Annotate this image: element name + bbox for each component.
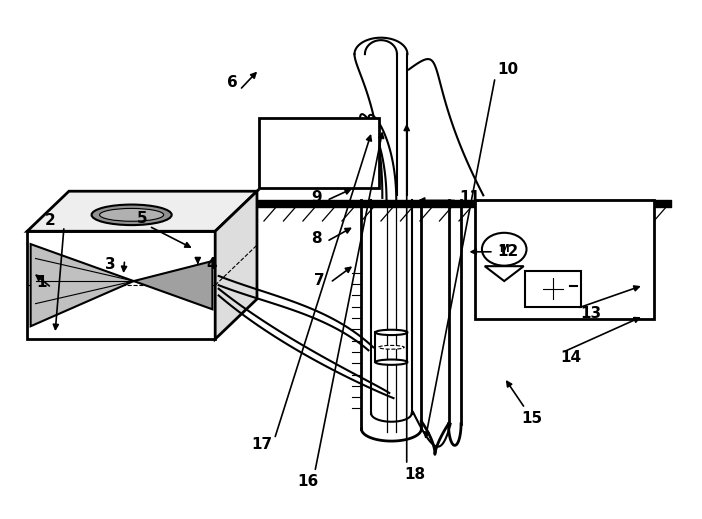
Text: 18: 18 xyxy=(404,467,425,482)
Polygon shape xyxy=(31,244,133,326)
Text: 2: 2 xyxy=(45,213,55,228)
Text: 4: 4 xyxy=(206,257,217,272)
Text: 17: 17 xyxy=(251,437,272,452)
Text: 12: 12 xyxy=(497,244,518,260)
Text: 9: 9 xyxy=(311,190,322,206)
Text: 10: 10 xyxy=(497,62,518,77)
Ellipse shape xyxy=(91,204,172,225)
Polygon shape xyxy=(133,261,213,309)
Text: 8: 8 xyxy=(311,231,322,247)
Text: 3: 3 xyxy=(105,257,116,272)
Polygon shape xyxy=(216,191,257,339)
Text: M: M xyxy=(499,244,509,254)
Text: 15: 15 xyxy=(522,411,543,426)
Polygon shape xyxy=(27,191,257,231)
Circle shape xyxy=(482,233,526,266)
Text: 5: 5 xyxy=(137,211,147,226)
Polygon shape xyxy=(484,266,524,281)
Text: 14: 14 xyxy=(559,350,581,364)
Bar xyxy=(525,271,581,307)
Text: 11: 11 xyxy=(459,190,480,206)
Bar xyxy=(27,231,216,339)
Text: 7: 7 xyxy=(314,272,325,288)
Text: 1: 1 xyxy=(36,275,46,290)
Text: 6: 6 xyxy=(227,75,238,90)
Ellipse shape xyxy=(376,330,407,335)
Ellipse shape xyxy=(378,346,404,349)
Ellipse shape xyxy=(100,209,164,221)
Bar xyxy=(475,200,654,319)
Text: 16: 16 xyxy=(297,474,319,489)
Ellipse shape xyxy=(376,360,407,365)
Bar xyxy=(259,118,379,187)
Text: 13: 13 xyxy=(581,306,602,321)
